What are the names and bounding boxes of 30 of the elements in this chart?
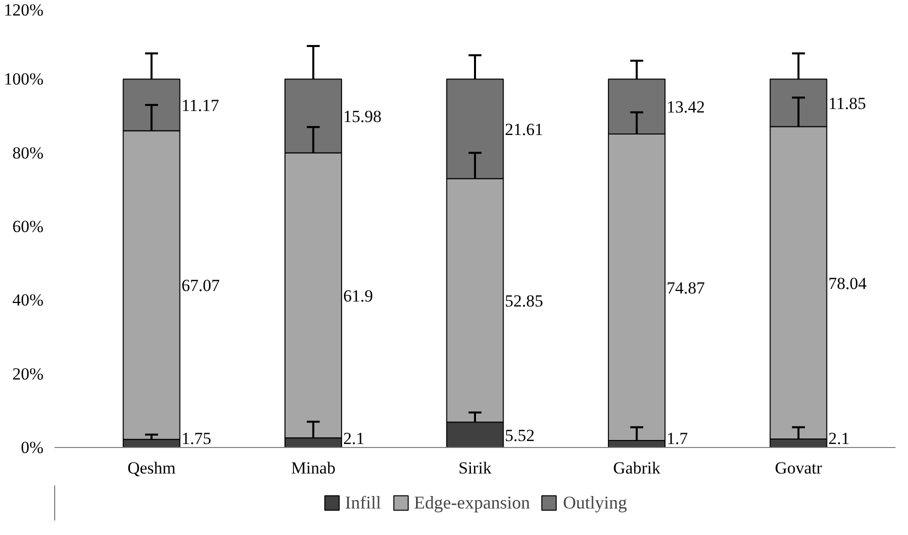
legend-label: Infill <box>345 492 382 513</box>
y-tick-label: 100% <box>4 70 44 89</box>
annotation: 5.52 <box>504 426 535 445</box>
y-tick-label: 0% <box>20 438 44 457</box>
annotation: 11.85 <box>828 94 866 113</box>
annotation: 78.04 <box>828 274 868 293</box>
y-tick-label: 40% <box>12 290 44 310</box>
x-tick-label: Minab <box>291 458 336 478</box>
annotation: 74.87 <box>666 278 706 298</box>
annotation: 11.17 <box>181 96 220 115</box>
annotation: 2.1 <box>828 428 850 448</box>
y-tick-label: 20% <box>12 364 44 384</box>
y-tick-label: 80% <box>12 143 44 162</box>
x-tick-label: Qeshm <box>127 458 176 478</box>
annotation: 13.42 <box>666 98 705 117</box>
annotation: 67.07 <box>181 276 220 296</box>
x-tick-label: Sirik <box>458 458 492 478</box>
y-tick-label: 120% <box>4 0 44 20</box>
y-tick-label: 60% <box>12 217 44 236</box>
x-tick-label: Govatr <box>774 458 822 478</box>
legend-label: Edge-expansion <box>414 492 530 513</box>
annotation: 61.9 <box>343 286 373 306</box>
annotation: 21.61 <box>504 120 544 139</box>
annotation: 52.85 <box>504 291 544 310</box>
annotation: 1.7 <box>666 428 688 448</box>
legend-label: Outlying <box>562 492 627 513</box>
x-tick-label: Gabrik <box>613 458 661 478</box>
annotation: 1.75 <box>181 428 212 448</box>
annotation: 2.1 <box>343 428 364 448</box>
annotation: 15.98 <box>343 107 382 126</box>
